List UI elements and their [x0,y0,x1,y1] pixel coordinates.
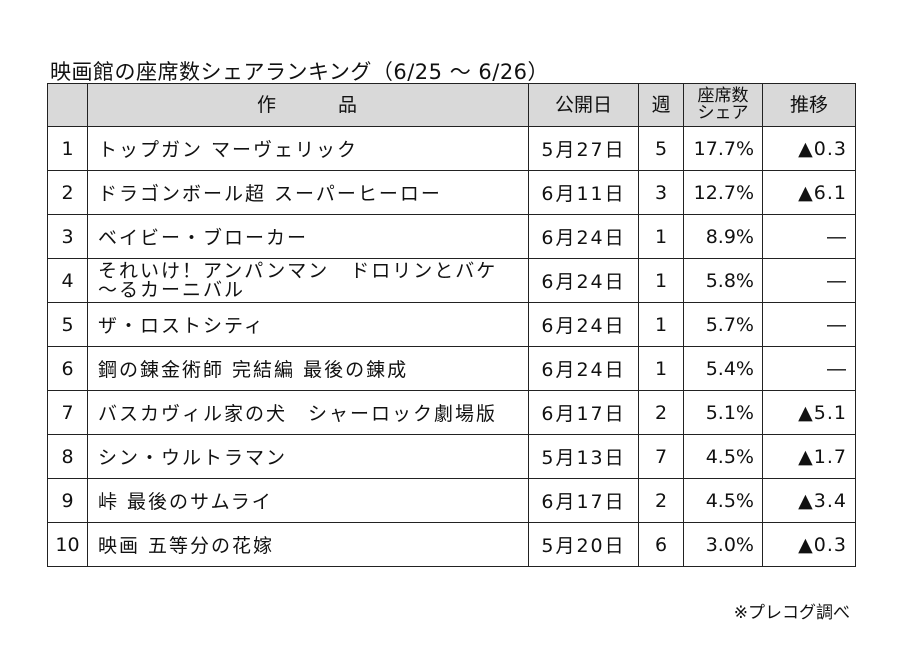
table-row: 1 トップガン マーヴェリック 5月27日 5 17.7% ▲0.3 [47,126,856,171]
cell-week: 2 [638,478,684,523]
cell-title: ベイビー・ブローカー [87,214,529,259]
cell-share: 17.7% [683,126,763,171]
cell-open-date: 6月24日 [528,346,639,391]
cell-rank: 5 [47,302,88,347]
cell-week: 1 [638,302,684,347]
ranking-table: 作品 公開日 週 座席数 シェア 推移 1 トップガン マーヴェリック 5月27… [47,83,856,567]
header-rank [47,83,88,127]
cell-change: ▲0.3 [762,126,856,171]
cell-change: ― [762,346,856,391]
cell-share: 5.8% [683,258,763,303]
header-share-line1: 座席数 [697,86,749,106]
cell-share: 8.9% [683,214,763,259]
cell-share: 3.0% [683,522,763,567]
cell-title-line2: ～るカーニバル [98,278,246,301]
cell-week: 1 [638,214,684,259]
cell-rank: 3 [47,214,88,259]
source-note: ※プレコグ調べ [733,603,850,623]
cell-week: 1 [638,346,684,391]
cell-change: ― [762,302,856,347]
cell-change: ▲5.1 [762,390,856,435]
table-row: 7 バスカヴィル家の犬 シャーロック劇場版 6月17日 2 5.1% ▲5.1 [47,390,856,435]
cell-week: 1 [638,258,684,303]
cell-title: それいけ！アンパンマン ドロリンとバケ ～るカーニバル [87,258,529,303]
table-row: 2 ドラゴンボール超 スーパーヒーロー 6月11日 3 12.7% ▲6.1 [47,170,856,215]
cell-week: 2 [638,390,684,435]
cell-open-date: 6月11日 [528,170,639,215]
cell-title: ザ・ロストシティ [87,302,529,347]
cell-change: ▲3.4 [762,478,856,523]
header-share-line2: シェア [697,103,749,123]
cell-open-date: 5月27日 [528,126,639,171]
cell-share: 5.4% [683,346,763,391]
header-open-date: 公開日 [528,83,639,127]
table-row: 8 シン・ウルトラマン 5月13日 7 4.5% ▲1.7 [47,434,856,479]
cell-open-date: 6月24日 [528,302,639,347]
cell-title: トップガン マーヴェリック [87,126,529,171]
cell-title-line1: それいけ！アンパンマン ドロリンとバケ [98,259,498,282]
header-row: 作品 公開日 週 座席数 シェア 推移 [47,83,856,127]
table-row: 9 峠 最後のサムライ 6月17日 2 4.5% ▲3.4 [47,478,856,523]
cell-share: 12.7% [683,170,763,215]
cell-share: 4.5% [683,478,763,523]
cell-rank: 8 [47,434,88,479]
header-work-part2: 品 [338,93,360,116]
table-row: 5 ザ・ロストシティ 6月24日 1 5.7% ― [47,302,856,347]
table-row: 3 ベイビー・ブローカー 6月24日 1 8.9% ― [47,214,856,259]
cell-rank: 10 [47,522,88,567]
cell-change: ― [762,214,856,259]
cell-rank: 2 [47,170,88,215]
cell-open-date: 6月24日 [528,214,639,259]
header-work: 作品 [87,83,529,127]
cell-week: 5 [638,126,684,171]
cell-rank: 4 [47,258,88,303]
table-row: 10 映画 五等分の花嫁 5月20日 6 3.0% ▲0.3 [47,522,856,567]
cell-week: 3 [638,170,684,215]
table-row: 6 鋼の錬金術師 完結編 最後の錬成 6月24日 1 5.4% ― [47,346,856,391]
cell-share: 5.7% [683,302,763,347]
cell-open-date: 6月17日 [528,478,639,523]
cell-share: 4.5% [683,434,763,479]
cell-week: 6 [638,522,684,567]
cell-title: シン・ウルトラマン [87,434,529,479]
header-change: 推移 [762,83,856,127]
cell-title: 峠 最後のサムライ [87,478,529,523]
cell-change: ▲6.1 [762,170,856,215]
cell-change: ▲0.3 [762,522,856,567]
header-week: 週 [638,83,684,127]
header-work-part1: 作 [256,93,278,116]
cell-week: 7 [638,434,684,479]
cell-open-date: 6月17日 [528,390,639,435]
cell-change: ▲1.7 [762,434,856,479]
cell-rank: 1 [47,126,88,171]
cell-open-date: 6月24日 [528,258,639,303]
cell-share: 5.1% [683,390,763,435]
cell-rank: 7 [47,390,88,435]
cell-open-date: 5月20日 [528,522,639,567]
cell-change: ― [762,258,856,303]
table-row: 4 それいけ！アンパンマン ドロリンとバケ ～るカーニバル 6月24日 1 5.… [47,258,856,303]
header-share: 座席数 シェア [683,83,763,127]
cell-rank: 9 [47,478,88,523]
cell-open-date: 5月13日 [528,434,639,479]
cell-title: 鋼の錬金術師 完結編 最後の錬成 [87,346,529,391]
table-title: 映画館の座席数シェアランキング（6/25 ～ 6/26） [50,60,550,84]
cell-title: ドラゴンボール超 スーパーヒーロー [87,170,529,215]
cell-rank: 6 [47,346,88,391]
cell-title: バスカヴィル家の犬 シャーロック劇場版 [87,390,529,435]
cell-title: 映画 五等分の花嫁 [87,522,529,567]
